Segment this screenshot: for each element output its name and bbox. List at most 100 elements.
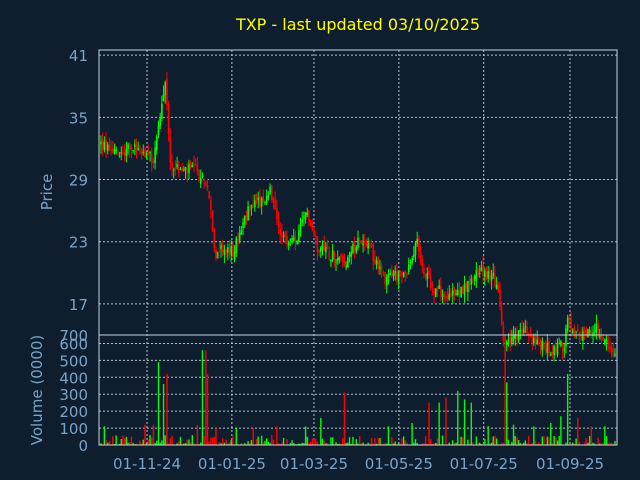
- volume-bar: [614, 440, 616, 445]
- candle-body: [154, 147, 156, 164]
- candle-body: [117, 153, 119, 155]
- volume-bar: [401, 438, 403, 445]
- candle-body: [205, 182, 207, 186]
- volume-bar: [495, 438, 498, 445]
- volume-bar: [335, 442, 337, 445]
- volume-bar: [543, 436, 545, 445]
- volume-bar: [201, 350, 204, 445]
- candle-body: [206, 185, 209, 191]
- candle-body: [162, 94, 165, 102]
- x-tick-label: 01-07-25: [450, 455, 518, 473]
- candle-body: [448, 293, 451, 301]
- volume-bar: [484, 439, 486, 445]
- volume-bar: [142, 439, 144, 445]
- volume-bar: [548, 437, 550, 445]
- candle-body: [593, 330, 596, 332]
- candle-body: [227, 247, 229, 253]
- candle-body: [433, 290, 435, 295]
- candle-body: [475, 269, 478, 279]
- volume-bar: [311, 438, 314, 445]
- volume-bar: [203, 436, 205, 445]
- candle-body: [580, 334, 582, 341]
- volume-bar: [604, 426, 606, 445]
- candle-body: [157, 125, 160, 135]
- candle-body: [549, 354, 552, 356]
- candle-body: [248, 208, 251, 211]
- volume-bar: [519, 443, 522, 445]
- candle-body: [159, 118, 161, 127]
- volume-bar: [323, 440, 325, 445]
- candle-body: [276, 207, 278, 220]
- volume-bar: [140, 443, 143, 445]
- candle-body: [478, 272, 481, 274]
- volume-bar: [276, 426, 278, 445]
- volume-bar: [602, 442, 604, 445]
- volume-bar: [470, 402, 472, 445]
- volume-bar: [145, 443, 148, 445]
- candle-body: [259, 196, 261, 208]
- chart-title: TXP - last updated 03/10/2025: [235, 15, 480, 34]
- candle-body: [139, 148, 141, 150]
- x-tick-label: 01-05-25: [365, 455, 433, 473]
- volume-bar: [113, 443, 116, 445]
- candle-body: [166, 79, 168, 107]
- volume-axis-label: Volume (0000): [28, 335, 46, 445]
- candle-body: [505, 341, 508, 345]
- volume-bar: [303, 443, 305, 445]
- candle-body: [536, 339, 539, 345]
- volume-bar: [348, 437, 351, 445]
- candle-body: [338, 257, 341, 260]
- volume-bar: [424, 436, 427, 445]
- volume-bar: [367, 442, 369, 445]
- candle-body: [210, 200, 212, 210]
- volume-bar: [260, 435, 263, 445]
- candle-body: [394, 270, 396, 274]
- candle-body: [556, 343, 559, 355]
- candle-body: [176, 164, 178, 168]
- candle-body: [353, 242, 356, 250]
- candle-body: [281, 232, 283, 238]
- volume-bars: [100, 335, 616, 445]
- volume-bar: [534, 441, 537, 445]
- candle-body: [548, 341, 550, 354]
- candle-body: [130, 147, 133, 151]
- price-tick-label: 17: [69, 296, 88, 314]
- candle-body: [585, 329, 588, 337]
- candle-body: [531, 335, 533, 345]
- volume-bar: [151, 437, 153, 445]
- volume-panel-frame: [98, 334, 618, 446]
- candle-body: [485, 270, 488, 278]
- volume-bar: [272, 439, 275, 445]
- candle-body: [100, 141, 102, 145]
- volume-bar: [125, 436, 128, 445]
- candle-body: [500, 308, 503, 326]
- candle-body: [455, 293, 457, 296]
- candle-body: [416, 239, 418, 244]
- volume-bar: [127, 442, 129, 445]
- candle-body: [330, 259, 332, 262]
- volume-bar: [382, 443, 385, 445]
- candle-body: [132, 150, 134, 152]
- price-axis-label: Price: [38, 174, 56, 211]
- volume-bar: [573, 443, 576, 445]
- volume-bar: [436, 438, 439, 445]
- candle-body: [563, 349, 566, 351]
- candle-body: [172, 169, 175, 171]
- candle-body: [309, 219, 312, 226]
- volume-bar: [218, 442, 221, 445]
- volume-bar: [516, 437, 518, 445]
- volume-bar: [430, 439, 432, 445]
- candle-body: [477, 268, 479, 277]
- volume-bar: [468, 443, 471, 445]
- candle-body: [152, 160, 155, 164]
- volume-bar: [458, 443, 461, 445]
- candle-body: [140, 149, 143, 155]
- candle-body: [128, 143, 131, 150]
- candle-body: [419, 252, 422, 258]
- candle-body: [526, 326, 528, 334]
- volume-bar: [210, 437, 212, 445]
- volume-bar: [308, 442, 310, 445]
- candle-body: [363, 240, 366, 244]
- volume-bar: [144, 424, 146, 445]
- candle-body: [321, 244, 324, 251]
